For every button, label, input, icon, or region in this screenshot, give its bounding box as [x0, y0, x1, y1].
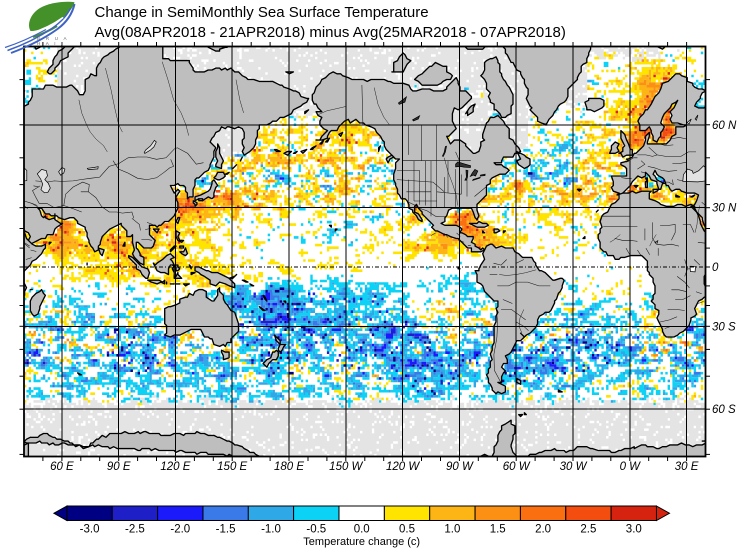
svg-text:2.5: 2.5 [580, 524, 596, 536]
svg-text:1.0: 1.0 [444, 524, 460, 536]
svg-text:-1.5: -1.5 [216, 524, 236, 536]
svg-text:90 W: 90 W [446, 461, 474, 473]
svg-text:Temperature change (c): Temperature change (c) [303, 536, 420, 548]
svg-text:3.0: 3.0 [626, 524, 642, 536]
svg-text:-2.5: -2.5 [125, 524, 145, 536]
svg-text:30 S: 30 S [712, 321, 736, 333]
svg-text:Avg(08APR2018 - 21APR2018) min: Avg(08APR2018 - 21APR2018) minus Avg(25M… [95, 24, 566, 41]
svg-text:30 E: 30 E [675, 461, 699, 473]
svg-text:30 W: 30 W [560, 461, 588, 473]
svg-text:60 E: 60 E [50, 461, 74, 473]
svg-text:H A I I: H A I I [37, 41, 65, 46]
svg-text:150 E: 150 E [217, 461, 247, 473]
svg-text:0.0: 0.0 [354, 524, 370, 536]
svg-text:120 W: 120 W [386, 461, 420, 473]
svg-text:0 W: 0 W [620, 461, 642, 473]
svg-text:0: 0 [712, 262, 719, 274]
svg-text:2.0: 2.0 [535, 524, 551, 536]
svg-text:-3.0: -3.0 [80, 524, 100, 536]
svg-text:60 W: 60 W [503, 461, 531, 473]
svg-text:150 W: 150 W [329, 461, 363, 473]
svg-text:60 N: 60 N [712, 120, 737, 132]
svg-text:Change in SemiMonthly Sea Surf: Change in SemiMonthly Sea Surface Temper… [95, 4, 429, 21]
svg-text:90 E: 90 E [107, 461, 131, 473]
svg-text:180 E: 180 E [274, 461, 304, 473]
svg-text:30 N: 30 N [712, 203, 737, 215]
svg-text:B R U A: B R U A [37, 36, 69, 41]
svg-text:-2.0: -2.0 [170, 524, 190, 536]
svg-text:60 S: 60 S [712, 404, 736, 416]
svg-text:1.5: 1.5 [490, 524, 506, 536]
svg-text:0.5: 0.5 [399, 524, 415, 536]
svg-text:120 E: 120 E [160, 461, 190, 473]
svg-text:-0.5: -0.5 [306, 524, 326, 536]
svg-text:-1.0: -1.0 [261, 524, 281, 536]
